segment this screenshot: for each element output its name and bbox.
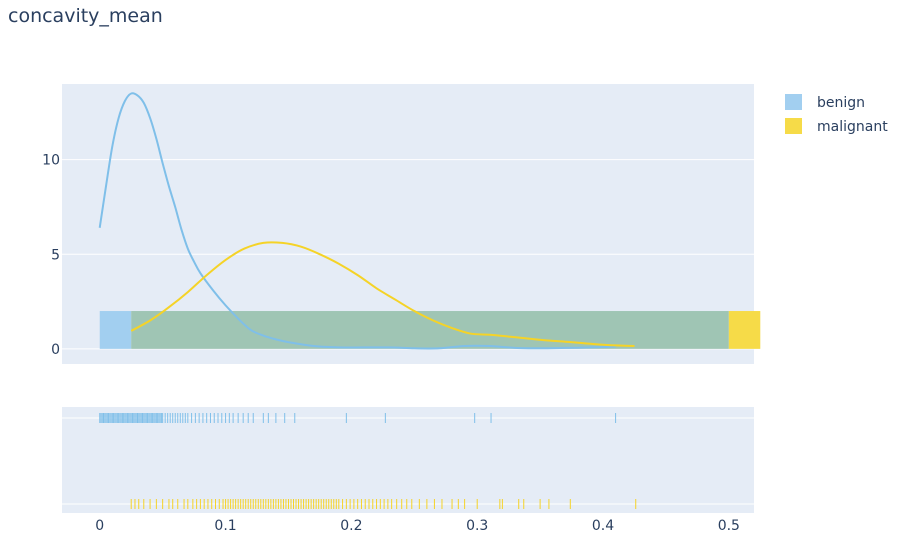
density-panel: [62, 84, 761, 364]
histogram-bar-overlap: [131, 311, 729, 349]
legend: benign malignant: [785, 94, 888, 135]
histogram-bar-benign: [99, 311, 132, 349]
legend-swatch-malignant: [785, 118, 802, 134]
kde-line-benign[interactable]: [98, 92, 616, 350]
legend-item-malignant[interactable]: malignant: [785, 118, 888, 135]
y-tick-label: 10: [42, 153, 60, 169]
x-axis: 0 0.1 0.2 0.3 0.4 0.5: [95, 518, 740, 534]
y-tick-label: 0: [51, 342, 60, 358]
rug-plot-background: [62, 407, 754, 513]
x-tick-label: 0.4: [592, 518, 614, 534]
kde-line-malignant[interactable]: [130, 241, 635, 347]
histogram-bar-malignant: [728, 311, 761, 349]
x-tick-label: 0.3: [466, 518, 488, 534]
legend-label-benign: benign: [817, 95, 865, 111]
y-axis: 0 5 10: [42, 153, 60, 358]
x-tick-label: 0.1: [214, 518, 236, 534]
legend-item-benign[interactable]: benign: [785, 94, 865, 111]
x-tick-label: 0: [95, 518, 104, 534]
legend-swatch-benign: [785, 94, 802, 110]
chart-title: concavity_mean: [8, 5, 163, 27]
x-tick-label: 0.5: [718, 518, 740, 534]
y-tick-label: 5: [51, 247, 60, 263]
legend-label-malignant: malignant: [817, 119, 888, 135]
x-tick-label: 0.2: [340, 518, 362, 534]
rug-panel: [62, 407, 754, 513]
